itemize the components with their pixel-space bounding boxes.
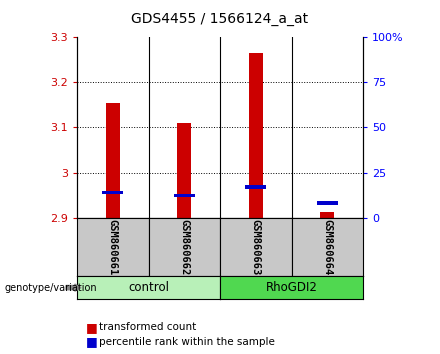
Bar: [173, 194, 195, 198]
Text: GSM860663: GSM860663: [251, 219, 261, 275]
Text: ■: ■: [86, 335, 98, 348]
Bar: [106, 103, 120, 218]
Text: ■: ■: [86, 321, 98, 334]
Bar: [102, 191, 124, 194]
Text: genotype/variation: genotype/variation: [4, 282, 97, 293]
Bar: [177, 123, 191, 218]
Bar: [245, 185, 267, 189]
Bar: [316, 201, 338, 205]
Bar: [249, 53, 263, 218]
Text: GSM860664: GSM860664: [322, 219, 332, 275]
Text: RhoGDI2: RhoGDI2: [266, 281, 317, 294]
Text: GDS4455 / 1566124_a_at: GDS4455 / 1566124_a_at: [132, 12, 308, 27]
Text: transformed count: transformed count: [99, 322, 196, 332]
Text: GSM860662: GSM860662: [179, 219, 189, 275]
Bar: [320, 212, 334, 218]
Text: percentile rank within the sample: percentile rank within the sample: [99, 337, 275, 347]
Text: GSM860661: GSM860661: [108, 219, 118, 275]
Text: control: control: [128, 281, 169, 294]
